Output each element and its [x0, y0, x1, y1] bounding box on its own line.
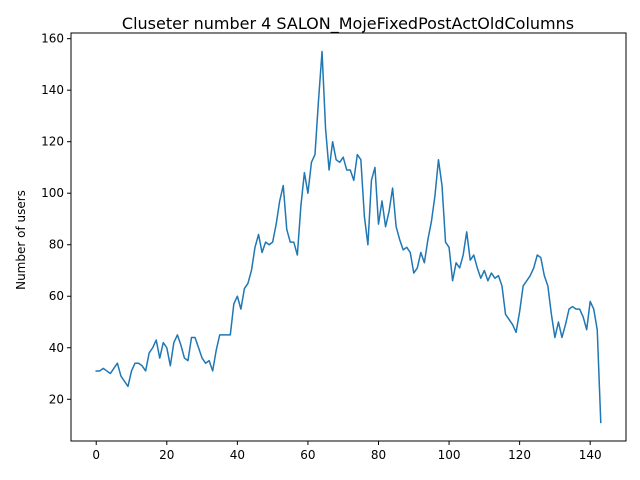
y-tick-label: 140: [41, 83, 64, 97]
x-tick-label: 100: [438, 448, 461, 462]
y-tick-label: 100: [41, 186, 64, 200]
chart-title: Cluseter number 4 SALON_MojeFixedPostAct…: [122, 14, 574, 34]
x-tick-label: 80: [371, 448, 386, 462]
x-tick-label: 40: [230, 448, 245, 462]
y-tick-label: 120: [41, 135, 64, 149]
x-tick-label: 60: [300, 448, 315, 462]
x-tick-label: 20: [159, 448, 174, 462]
y-tick-label: 160: [41, 32, 64, 46]
plot-frame: [70, 32, 627, 442]
y-axis-label: Number of users: [14, 190, 28, 290]
y-tick-label: 80: [49, 238, 64, 252]
x-tick-label: 0: [92, 448, 100, 462]
y-tick-label: 40: [49, 341, 64, 355]
y-tick-label: 60: [49, 289, 64, 303]
y-axis-label-group: Number of users: [14, 190, 28, 290]
plot-area: 0 20 40 60 80 100 120 140 20 40 60 80 100 120 140 160: [41, 32, 602, 462]
x-tick-label: 140: [579, 448, 602, 462]
series-line: [95, 50, 602, 424]
y-tick-label: 20: [49, 392, 64, 406]
x-tick-label: 120: [508, 448, 531, 462]
